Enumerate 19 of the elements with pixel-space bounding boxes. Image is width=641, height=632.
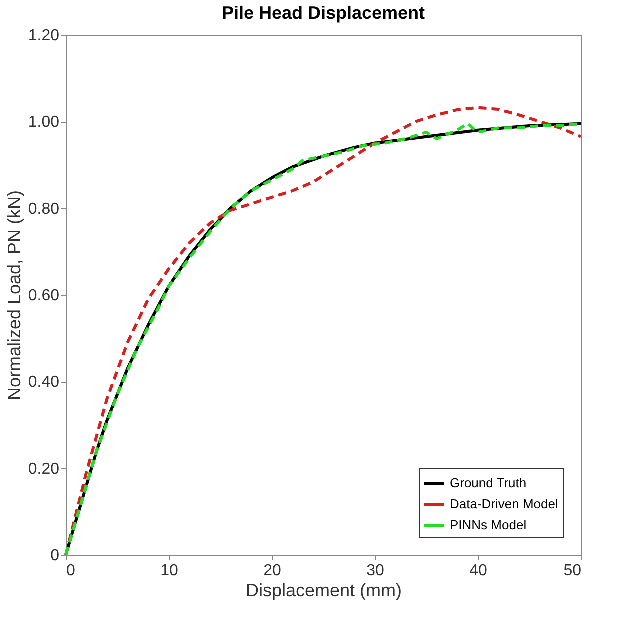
legend-label: PINNs Model — [450, 518, 527, 532]
y-tick-label: 0.60 — [28, 288, 60, 304]
legend-label: Data-Driven Model — [450, 496, 558, 512]
y-tick-label: 0.80 — [28, 200, 60, 218]
x-axis-title: Displacement (mm) — [246, 580, 402, 600]
x-tick-label: 20 — [264, 562, 282, 580]
y-tick-label: 0 — [50, 548, 60, 564]
y-tick-label: 0.40 — [28, 374, 60, 392]
x-tick-label: 30 — [366, 562, 384, 580]
x-tick-label: 40 — [470, 562, 488, 580]
y-tick-label: 1.00 — [28, 114, 60, 132]
legend-label: Ground Truth — [450, 476, 527, 490]
y-axis-title: Normalized Load, PN (kN) — [4, 190, 24, 401]
chart-title: Pile Head Displacement — [222, 3, 426, 23]
x-tick-label: 50 — [564, 562, 582, 580]
x-tick-label: 0 — [66, 562, 76, 580]
y-tick-label: 0.20 — [28, 460, 60, 478]
x-tick-label: 10 — [160, 562, 178, 580]
y-tick-label: 1.20 — [28, 28, 60, 44]
